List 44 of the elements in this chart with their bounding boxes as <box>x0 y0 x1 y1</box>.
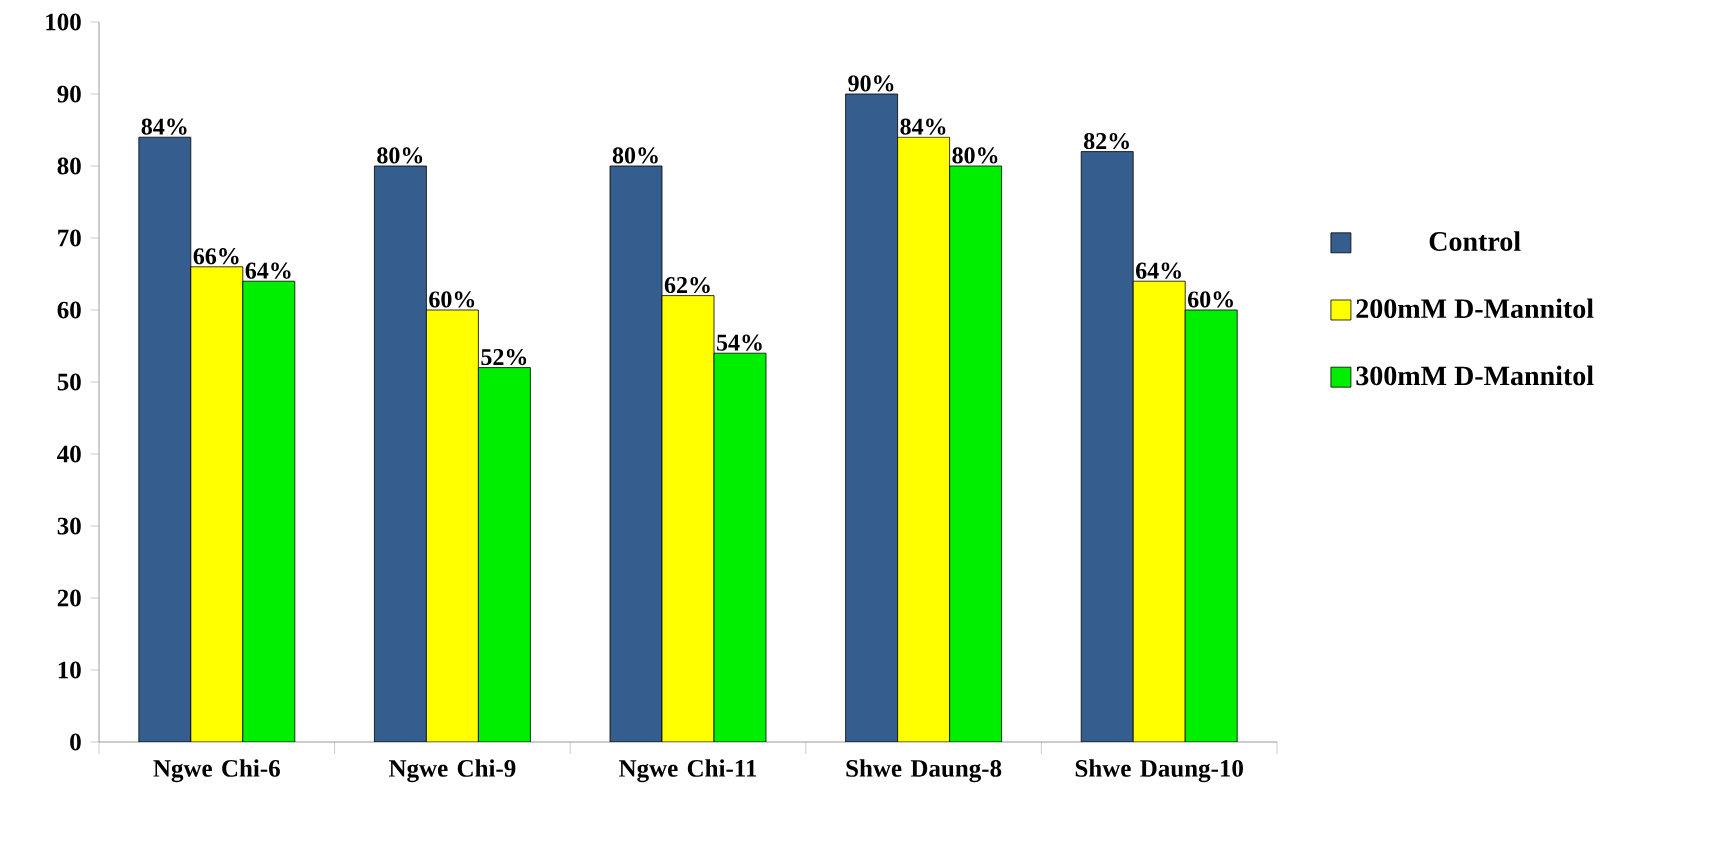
y-tick-label: 50 <box>57 373 81 391</box>
y-tick-label: 70 <box>58 229 81 247</box>
data-label: 60% <box>1188 291 1233 308</box>
y-tick-label: 80 <box>57 157 81 175</box>
bar <box>609 165 663 742</box>
x-tick-label: Shwe Daung-10 <box>1075 759 1243 783</box>
legend-label: 300mM D-Mannitol <box>1356 365 1594 386</box>
y-tick-label: 30 <box>57 517 81 535</box>
x-tick-label: Ngwe Chi-9 <box>388 759 516 783</box>
data-label: 80% <box>952 147 998 164</box>
data-label: 54% <box>716 334 762 351</box>
data-label: 82% <box>1083 132 1129 150</box>
data-label: 62% <box>664 276 710 294</box>
data-label: 52% <box>481 348 527 366</box>
y-tick-label: 0 <box>70 733 81 751</box>
data-label: 90% <box>848 75 894 92</box>
y-tick-label: 100 <box>46 13 81 31</box>
bar <box>374 165 427 742</box>
data-label: 64% <box>1136 262 1181 279</box>
y-tick-label: 90 <box>57 85 81 103</box>
data-label: 80% <box>377 147 423 164</box>
data-label: 80% <box>612 147 658 164</box>
bar <box>426 309 479 742</box>
x-tick-label: Ngwe Chi-6 <box>153 759 280 783</box>
text: Control <box>1429 231 1521 251</box>
x-tick-label: Ngwe Chi-11 <box>619 759 757 783</box>
data-label: 66% <box>193 248 239 265</box>
y-tick-label: 20 <box>57 589 81 607</box>
legend-label: 200mM D-Mannitol <box>1356 298 1594 319</box>
bar <box>1132 280 1186 742</box>
x-tick-label: Shwe Daung-8 <box>846 759 1002 783</box>
bar <box>897 136 951 742</box>
bar <box>661 295 715 742</box>
bar <box>138 136 192 742</box>
bar <box>845 93 899 742</box>
y-tick-label: 10 <box>58 661 81 679</box>
data-label: 84% <box>141 118 187 135</box>
data-label: 84% <box>900 118 946 135</box>
bar <box>190 266 244 742</box>
bar <box>1080 151 1134 742</box>
y-tick-label: 60 <box>57 301 81 319</box>
data-label: 64% <box>245 262 291 279</box>
y-tick-label: 40 <box>57 445 81 463</box>
data-label: 60% <box>429 291 475 308</box>
